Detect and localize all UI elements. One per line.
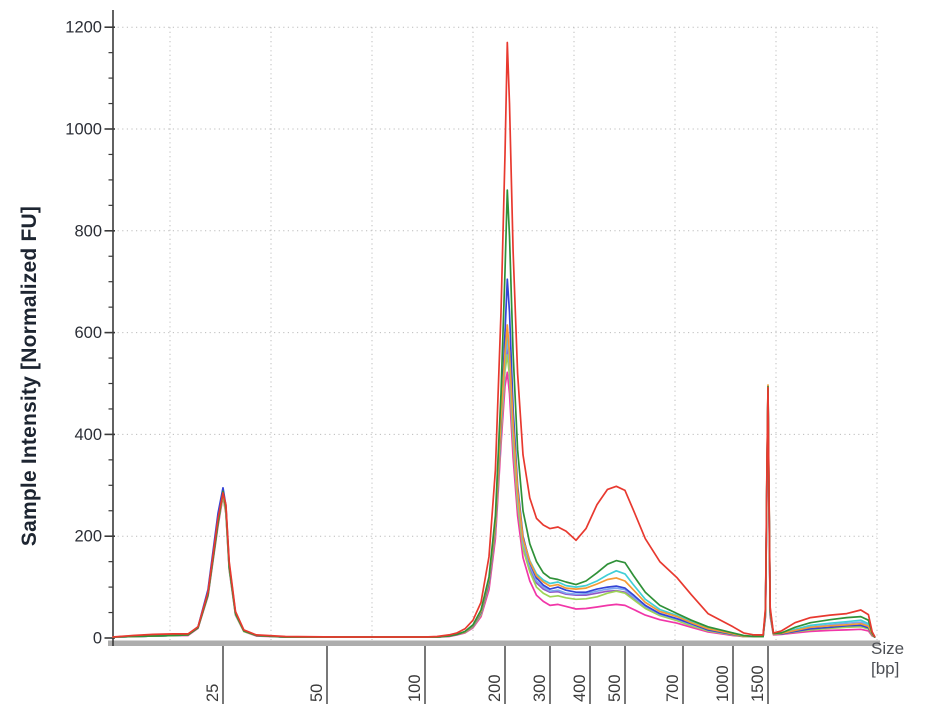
x-tick-label: 300 [531, 674, 549, 702]
trace-blue [112, 278, 876, 638]
x-tick-label: 50 [308, 684, 326, 702]
x-tick-label: 25 [204, 684, 222, 702]
x-axis-title-line2: [bp] [871, 659, 900, 678]
x-axis-title-line1: Size [871, 639, 905, 658]
x-tick-label: 200 [486, 674, 504, 702]
trace-red [112, 41, 876, 638]
x-tick-label: 100 [406, 674, 424, 702]
y-tick-label: 1000 [65, 121, 102, 139]
x-tick-label: 1500 [749, 665, 767, 702]
y-tick-label: 0 [93, 630, 102, 648]
y-tick-label: 400 [74, 426, 102, 444]
y-axis-ticks: 0 200 400 600 800 1000 1200 [65, 19, 115, 648]
x-tick-label: 1000 [714, 665, 732, 702]
trace-magenta [112, 371, 876, 638]
x-axis-title: Size [bp] [871, 639, 904, 679]
y-tick-label: 800 [74, 222, 102, 240]
x-axis-ticks: 25 50 100 200 300 400 500 700 1000 1500 [204, 646, 769, 704]
x-tick-label: 500 [606, 674, 624, 702]
y-tick-label: 600 [74, 324, 102, 342]
y-tick-label: 1200 [65, 19, 102, 37]
y-tick-label: 200 [74, 528, 102, 546]
x-tick-label: 400 [571, 674, 589, 702]
y-axis-title: Sample Intensity [Normalized FU] [18, 205, 41, 547]
x-axis-line [108, 640, 880, 646]
trace-darkgreen [112, 189, 876, 638]
sample-traces [112, 41, 876, 638]
x-tick-label: 700 [664, 674, 682, 702]
